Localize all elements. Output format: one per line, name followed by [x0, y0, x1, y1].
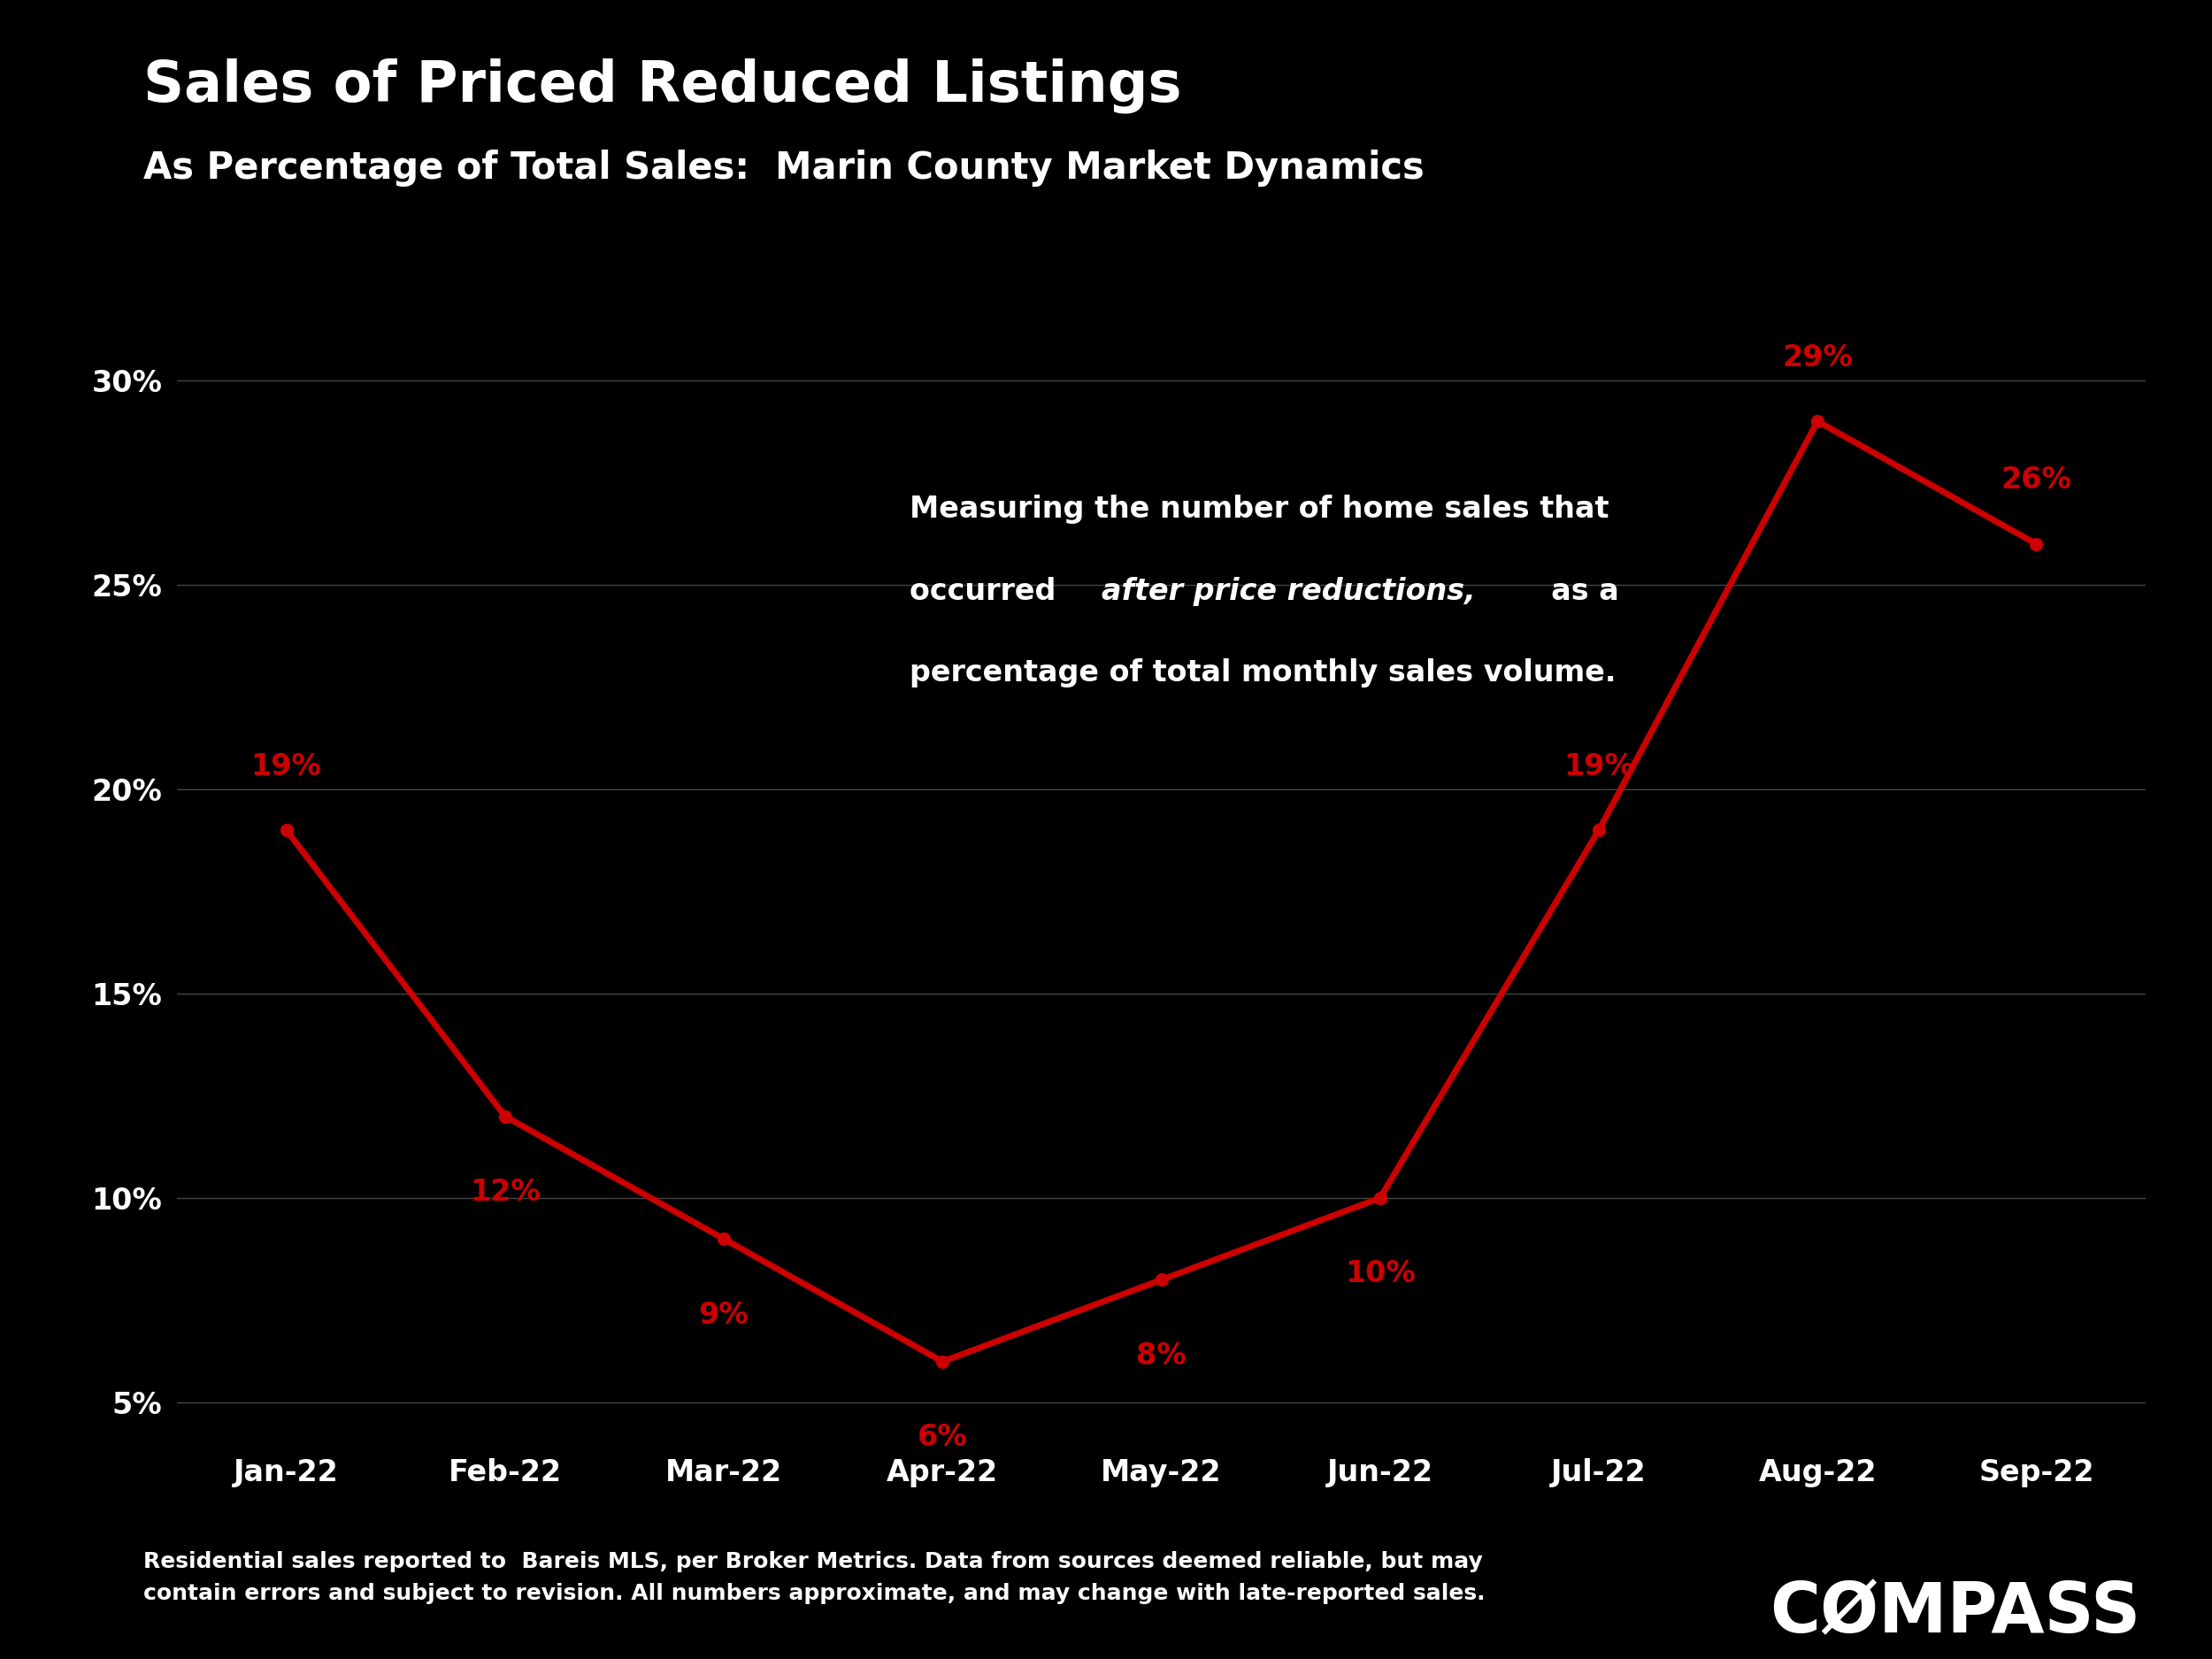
Text: occurred: occurred — [909, 577, 1077, 606]
Text: Residential sales reported to  Bareis MLS, per Broker Metrics. Data from sources: Residential sales reported to Bareis MLS… — [144, 1551, 1486, 1604]
Text: As Percentage of Total Sales:  Marin County Market Dynamics: As Percentage of Total Sales: Marin Coun… — [144, 149, 1425, 186]
Text: after price reductions,: after price reductions, — [1102, 577, 1475, 606]
Text: percentage of total monthly sales volume.: percentage of total monthly sales volume… — [909, 659, 1617, 687]
Text: as a: as a — [1531, 577, 1619, 606]
Text: 10%: 10% — [1345, 1259, 1416, 1289]
Text: Measuring the number of home sales that: Measuring the number of home sales that — [909, 494, 1608, 524]
Text: 9%: 9% — [699, 1301, 750, 1329]
Text: 19%: 19% — [250, 752, 321, 781]
Text: 29%: 29% — [1783, 343, 1854, 372]
Text: 8%: 8% — [1137, 1340, 1186, 1370]
Text: 6%: 6% — [918, 1423, 967, 1452]
Text: Sales of Priced Reduced Listings: Sales of Priced Reduced Listings — [144, 58, 1181, 113]
Text: 12%: 12% — [469, 1178, 540, 1206]
Text: CØMPASS: CØMPASS — [1770, 1579, 2141, 1647]
Text: 26%: 26% — [2002, 466, 2073, 494]
Text: 19%: 19% — [1564, 752, 1635, 781]
